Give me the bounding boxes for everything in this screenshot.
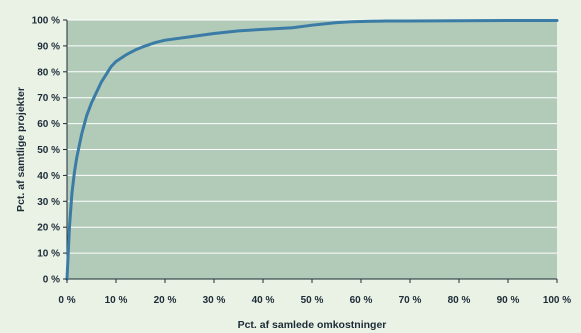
x-tick-label: 70 %: [399, 295, 422, 306]
x-tick-labels: 0 % 10 % 20 % 30 % 40 % 50 % 60 % 70 % 80 % 90 % 1…: [58, 279, 571, 306]
y-tick-label: 90 %: [37, 41, 60, 52]
y-tick-label: 0 %: [43, 275, 60, 286]
y-tick-label: 30 %: [37, 197, 60, 208]
y-tick-label: 70 %: [37, 93, 60, 104]
y-tick-label: 20 %: [37, 223, 60, 234]
x-tick-label: 40 %: [252, 295, 275, 306]
y-tick-label: 60 %: [37, 119, 60, 130]
y-tick-label: 10 %: [37, 249, 60, 260]
series-line: [65, 19, 559, 281]
x-tick-label: 100 %: [543, 295, 571, 306]
x-tick-label: 90 %: [497, 295, 520, 306]
y-tick-label: 80 %: [37, 67, 60, 78]
y-tick-label: 100 %: [32, 16, 60, 27]
x-tick-label: 20 %: [154, 295, 177, 306]
y-axis-title: Pct. af samtlige projekter: [15, 87, 27, 212]
x-axis-title: Pct. af samlede omkostninger: [238, 319, 387, 331]
x-tick-label: 0 %: [58, 295, 75, 306]
y-tick-labels: 0 % 10 % 20 % 30 % 40 % 50 % 60 % 70 % 80 % 90 % 1…: [32, 16, 67, 286]
series-layer: [65, 19, 559, 281]
y-tick-label: 50 %: [37, 145, 60, 156]
x-tick-label: 30 %: [203, 295, 226, 306]
y-tick-label: 40 %: [37, 171, 60, 182]
x-tick-label: 10 %: [105, 295, 128, 306]
x-tick-label: 60 %: [350, 295, 373, 306]
x-tick-label: 80 %: [448, 295, 471, 306]
x-tick-label: 50 %: [301, 295, 324, 306]
